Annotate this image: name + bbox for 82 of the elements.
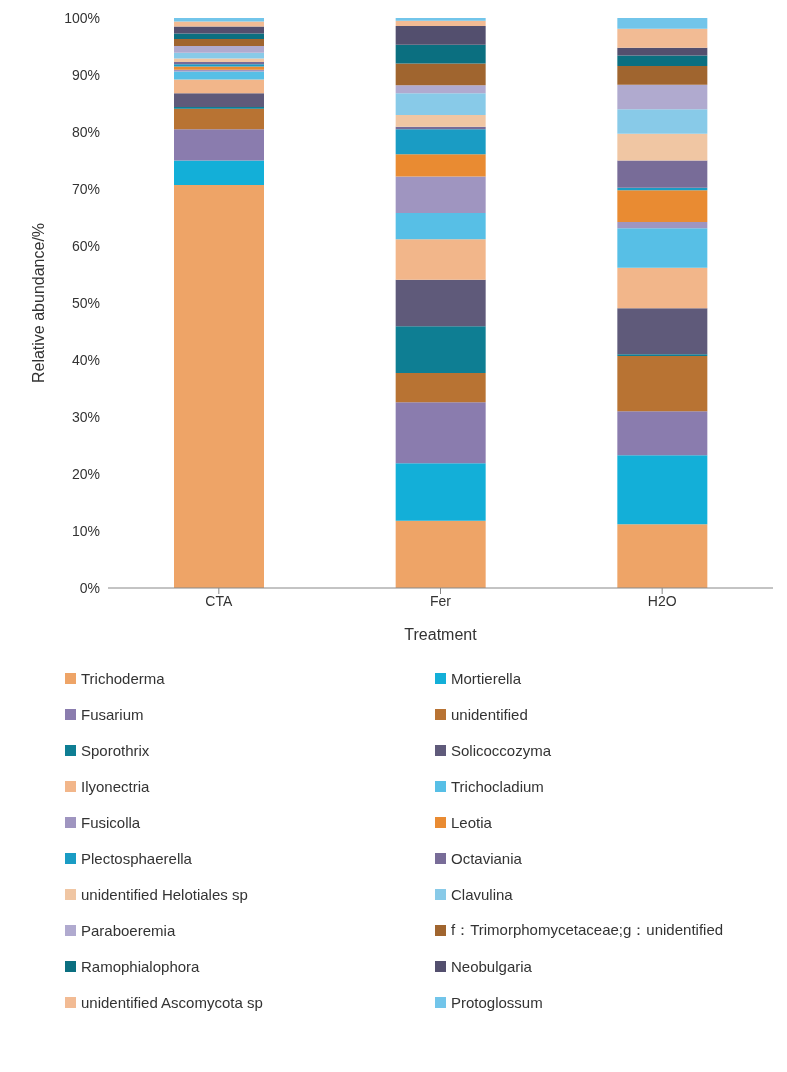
bar: [395, 63, 486, 86]
legend-label: Leotia: [451, 813, 492, 831]
legend-label: unidentified Helotiales sp: [81, 885, 248, 903]
legend-label: unidentified Ascomycota sp: [81, 993, 263, 1011]
x-axis-title: Treatment: [404, 626, 478, 643]
legend-label: Octaviania: [451, 849, 522, 867]
x-tick-label: CTA: [205, 592, 233, 609]
y-tick-label: 60%: [71, 237, 100, 254]
y-tick-label: 50%: [71, 294, 100, 311]
y-axis-title: Relative abundance/%: [29, 222, 47, 384]
bar: [617, 84, 708, 110]
bar: [174, 93, 264, 107]
y-tick-label: 80%: [71, 123, 100, 140]
bar: [174, 129, 264, 161]
bar: [174, 39, 264, 46]
legend-label: Clavulina: [451, 885, 513, 903]
bar: [174, 45, 264, 53]
bar: [174, 160, 264, 186]
bar: [395, 25, 486, 45]
legend-label: unidentified: [451, 705, 528, 723]
legend-label: Sporothrix: [81, 741, 150, 759]
bar: [174, 79, 264, 94]
bar: [617, 28, 708, 48]
legend-label: Solicoccozyma: [451, 741, 552, 759]
bar: [617, 133, 708, 161]
y-tick-label: 10%: [71, 522, 100, 539]
bar: [617, 55, 708, 66]
legend-label: Ramophialophora: [81, 957, 200, 975]
x-tick-label: H2O: [647, 592, 677, 609]
bar: [617, 47, 708, 56]
x-tick-label: Fer: [430, 592, 452, 609]
bar: [395, 402, 486, 464]
y-tick-label: 100%: [64, 9, 100, 26]
legend-label: Trichoderma: [81, 669, 165, 687]
bar: [617, 308, 708, 355]
legend-label: Neobulgaria: [451, 957, 532, 975]
legend-label: Protoglossum: [451, 993, 543, 1011]
bar: [395, 129, 486, 155]
bar: [617, 109, 708, 134]
bar: [617, 267, 708, 309]
bar: [174, 108, 264, 130]
bar: [395, 44, 486, 64]
legend-label: f：Trimorphomycetaceae;g：unidentified: [451, 920, 724, 940]
bar: [617, 160, 708, 188]
bar: [617, 222, 708, 229]
bar: [395, 520, 486, 588]
y-tick-label: 40%: [71, 351, 100, 368]
bar: [395, 93, 486, 115]
bar: [395, 85, 486, 94]
bar: [395, 154, 486, 177]
bar: [395, 463, 486, 521]
bar: [617, 356, 708, 412]
y-tick-label: 30%: [71, 408, 100, 425]
bar: [174, 71, 264, 80]
bar: [395, 212, 486, 240]
bar: [617, 228, 708, 268]
legend-label: Trichocladium: [451, 777, 544, 795]
bar: [174, 33, 264, 40]
bar: [395, 239, 486, 280]
bar: [617, 190, 708, 223]
y-tick-label: 0%: [79, 579, 100, 596]
legend-label: Ilyonectria: [81, 777, 150, 795]
bar: [617, 65, 708, 85]
bar: [174, 21, 264, 27]
legend-label: Paraboeremia: [81, 921, 176, 939]
legend-label: Fusicolla: [81, 813, 141, 831]
bar: [395, 279, 486, 327]
legend-label: Plectosphaerella: [81, 849, 192, 867]
bar: [395, 373, 486, 403]
y-tick-label: 70%: [71, 180, 100, 197]
bar: [617, 411, 708, 456]
bar: [395, 326, 486, 374]
bar: [395, 176, 486, 213]
bar: [174, 185, 264, 588]
y-tick-label: 20%: [71, 465, 100, 482]
bar: [395, 20, 486, 26]
bar: [617, 455, 708, 525]
legend-label: Mortierella: [451, 669, 522, 687]
bar: [617, 524, 708, 588]
bar: [395, 114, 486, 127]
y-tick-label: 90%: [71, 66, 100, 83]
legend-label: Fusarium: [81, 705, 144, 723]
